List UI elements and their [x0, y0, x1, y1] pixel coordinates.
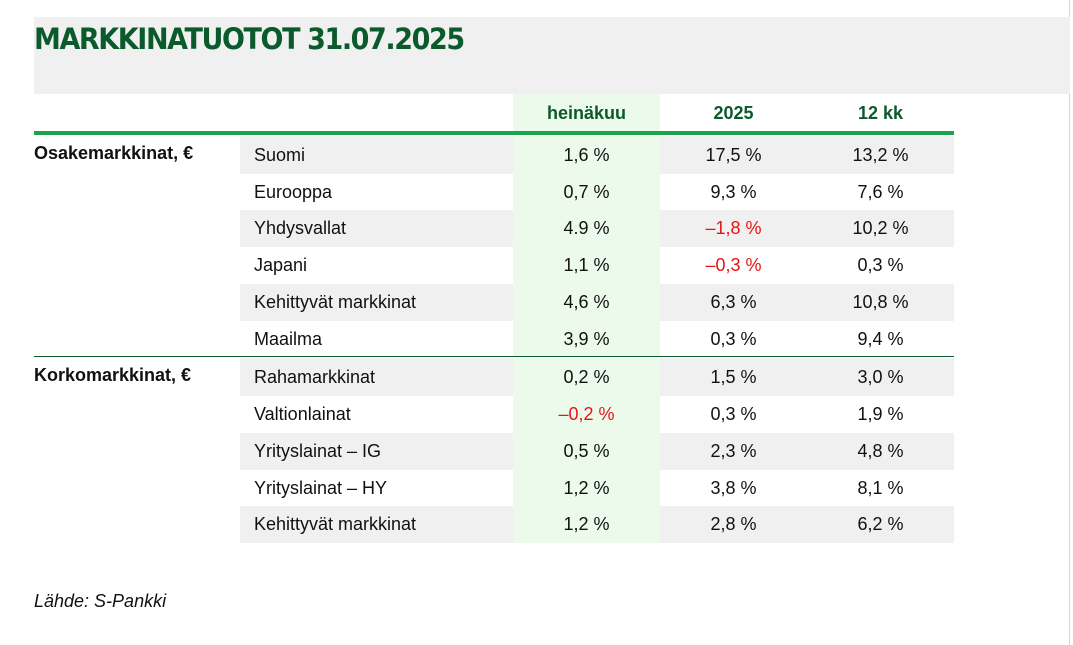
table-row: Yrityslainat – IG 0,5 % 2,3 % 4,8 % [0, 433, 1073, 470]
value-12kk: 8,1 % [857, 477, 904, 498]
value-heinakuu: 4,6 % [513, 284, 660, 321]
value-2025: –0,3 % [705, 255, 762, 275]
value-12kk: 13,2 % [807, 136, 954, 174]
value-12kk: 10,8 % [807, 284, 954, 321]
value-12kk: 6,2 % [807, 506, 954, 543]
value-heinakuu: 3,9 % [513, 321, 660, 357]
value-12kk: 3,0 % [807, 358, 954, 396]
row-label: Yrityslainat – IG [240, 433, 513, 470]
group-label: Korkomarkkinat, € [34, 365, 192, 385]
value-heinakuu: 1,2 % [513, 470, 660, 506]
row-label: Valtionlainat [254, 404, 351, 424]
header-12kk: 12 kk [857, 103, 904, 123]
value-12kk: 0,3 % [857, 255, 904, 275]
value-12kk: 1,9 % [857, 404, 904, 424]
value-2025: 3,8 % [710, 477, 757, 498]
value-heinakuu: 0,2 % [513, 358, 660, 396]
table-row: Japani 1,1 % –0,3 % 0,3 % [0, 247, 1073, 284]
table-row: Kehittyvät markkinat 1,2 % 2,8 % 6,2 % [0, 506, 1073, 543]
value-heinakuu: 1,1 % [513, 247, 660, 284]
table-row: Rahamarkkinat 0,2 % 1,5 % 3,0 % [0, 358, 1073, 396]
row-label: Kehittyvät markkinat [240, 506, 513, 543]
value-2025: 2,8 % [660, 506, 807, 543]
value-heinakuu: 1,2 % [513, 506, 660, 543]
value-heinakuu: 0,5 % [513, 433, 660, 470]
value-2025: 1,5 % [660, 358, 807, 396]
value-12kk: 10,2 % [807, 210, 954, 247]
value-heinakuu: –0,2 % [513, 396, 660, 433]
table-row: Maailma 3,9 % 0,3 % 9,4 % [0, 321, 1073, 357]
value-12kk: 4,8 % [807, 433, 954, 470]
title-band [34, 17, 1070, 94]
value-2025: 0,3 % [710, 328, 757, 349]
value-2025: 0,3 % [710, 404, 757, 424]
source-note: Lähde: S-Pankki [34, 591, 167, 611]
row-label: Kehittyvät markkinat [240, 284, 513, 321]
header-2025: 2025 [713, 103, 754, 123]
header-heinakuu: heinäkuu [513, 94, 660, 132]
table-row: Suomi 1,6 % 17,5 % 13,2 % [0, 136, 1073, 174]
header-rule [34, 131, 954, 135]
group-label: Osakemarkkinat, € [34, 143, 194, 163]
row-label: Yhdysvallat [240, 210, 513, 247]
table-row: Yrityslainat – HY 1,2 % 3,8 % 8,1 % [0, 470, 1073, 506]
page-title: MARKKINATUOTOT 31.07.2025 [34, 22, 465, 56]
row-label: Eurooppa [254, 181, 333, 202]
row-label: Rahamarkkinat [240, 358, 513, 396]
table-row: Eurooppa 0,7 % 9,3 % 7,6 % [0, 174, 1073, 210]
value-2025: 6,3 % [660, 284, 807, 321]
value-2025: 2,3 % [660, 433, 807, 470]
value-12kk: 7,6 % [857, 181, 904, 202]
page-edge-line [1069, 0, 1070, 645]
value-12kk: 9,4 % [857, 328, 904, 349]
table-row: Valtionlainat –0,2 % 0,3 % 1,9 % [0, 396, 1073, 433]
group-divider [34, 356, 954, 357]
row-label: Yrityslainat – HY [254, 477, 388, 498]
value-2025: 9,3 % [710, 181, 757, 202]
row-label: Suomi [240, 136, 513, 174]
value-heinakuu: 4.9 % [513, 210, 660, 247]
value-heinakuu: 1,6 % [513, 136, 660, 174]
row-label: Maailma [254, 328, 323, 349]
value-2025: –1,8 % [660, 210, 807, 247]
table-row: Kehittyvät markkinat 4,6 % 6,3 % 10,8 % [0, 284, 1073, 321]
value-2025: 17,5 % [660, 136, 807, 174]
row-label: Japani [254, 255, 308, 275]
table-row: Yhdysvallat 4.9 % –1,8 % 10,2 % [0, 210, 1073, 247]
value-heinakuu: 0,7 % [513, 174, 660, 210]
